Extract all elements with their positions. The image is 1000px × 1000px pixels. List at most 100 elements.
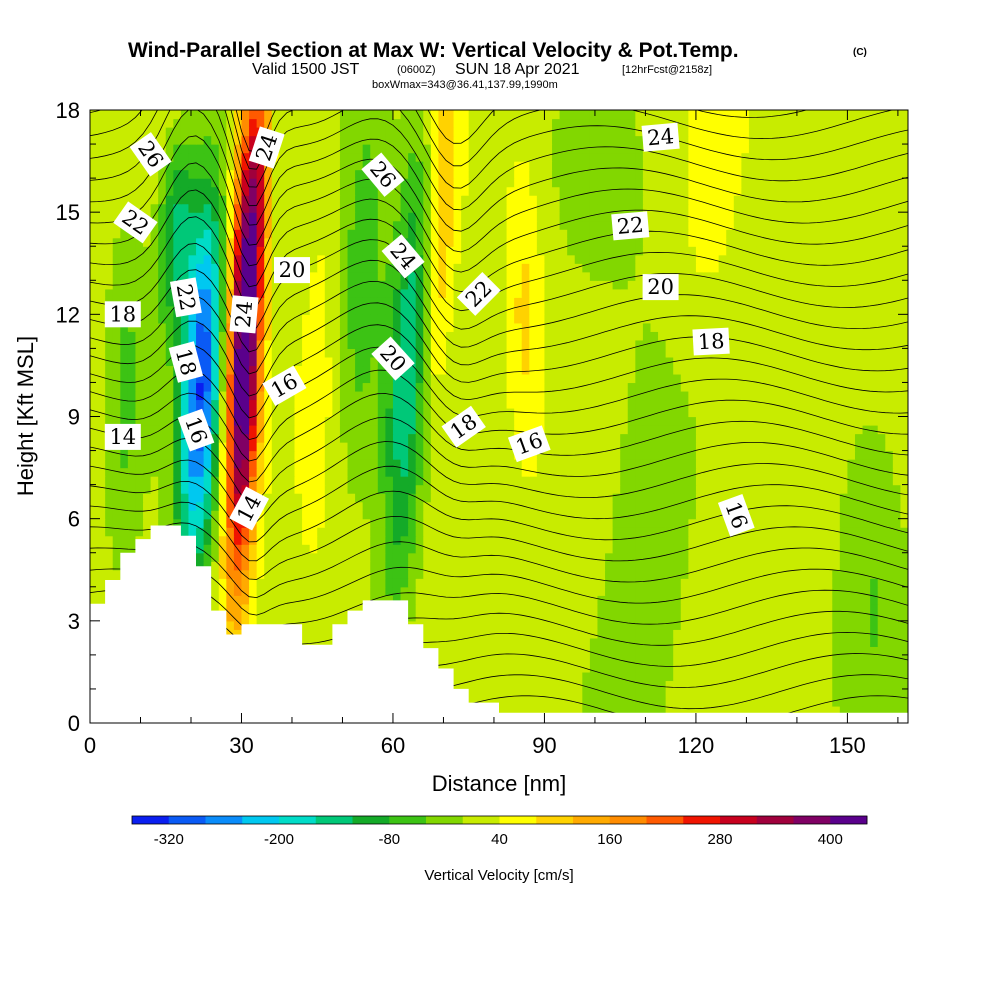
velocity-cell: [233, 382, 243, 392]
velocity-cell: [127, 527, 137, 537]
velocity-cell: [589, 646, 599, 656]
velocity-cell: [514, 348, 523, 358]
velocity-cell: [711, 476, 720, 486]
velocity-cell: [97, 365, 106, 375]
velocity-cell: [695, 433, 705, 443]
velocity-cell: [158, 433, 167, 443]
velocity-cell: [408, 552, 417, 562]
velocity-cell: [854, 535, 864, 545]
velocity-cell: [726, 356, 735, 367]
velocity-cell: [589, 382, 599, 392]
velocity-cell: [438, 535, 447, 545]
velocity-cell: [771, 348, 780, 358]
velocity-cell: [127, 399, 137, 409]
velocity-cell: [574, 646, 583, 656]
velocity-cell: [559, 680, 568, 690]
velocity-cell: [461, 484, 470, 494]
velocity-cell: [589, 637, 599, 647]
velocity-cell: [817, 612, 826, 622]
velocity-cell: [536, 467, 546, 477]
velocity-cell: [635, 569, 644, 579]
velocity-cell: [362, 535, 371, 545]
velocity-cell: [536, 416, 546, 426]
velocity-cell: [695, 535, 705, 545]
velocity-cell: [423, 544, 432, 554]
velocity-cell: [711, 603, 720, 613]
velocity-cell: [552, 612, 561, 622]
velocity-cell: [673, 425, 682, 435]
velocity-cell: [726, 407, 735, 418]
velocity-cell: [673, 331, 682, 341]
velocity-cell: [347, 518, 356, 528]
velocity-cell: [347, 459, 356, 469]
velocity-cell: [726, 561, 735, 571]
velocity-cell: [544, 399, 553, 409]
velocity-cell: [218, 348, 227, 358]
velocity-cell: [589, 535, 599, 545]
velocity-cell: [817, 416, 826, 426]
velocity-cell: [877, 356, 886, 367]
velocity-cell: [688, 348, 697, 358]
velocity-cell: [847, 450, 856, 460]
velocity-cell: [764, 382, 773, 392]
velocity-cell: [658, 629, 667, 639]
velocity-cell: [552, 663, 561, 673]
velocity-cell: [854, 688, 864, 699]
velocity-cell: [824, 339, 833, 349]
velocity-cell: [445, 535, 455, 545]
velocity-cell: [559, 586, 568, 596]
velocity-cell: [377, 425, 386, 435]
velocity-cell: [196, 373, 205, 384]
velocity-cell: [885, 450, 894, 460]
velocity-cell: [150, 467, 159, 477]
velocity-cell: [506, 671, 515, 682]
velocity-cell: [612, 586, 621, 596]
velocity-cell: [233, 390, 243, 401]
velocity-cell: [552, 552, 561, 562]
velocity-cell: [718, 407, 727, 418]
velocity-cell: [203, 518, 212, 528]
velocity-cell: [847, 680, 856, 690]
velocity-cell: [233, 518, 243, 528]
velocity-cell: [483, 680, 493, 690]
velocity-cell: [483, 365, 493, 375]
velocity-cell: [703, 450, 712, 460]
velocity-cell: [658, 331, 667, 341]
velocity-cell: [97, 595, 106, 605]
velocity-cell: [415, 569, 424, 579]
velocity-cell: [468, 663, 477, 673]
velocity-cell: [847, 425, 856, 435]
velocity-cell: [718, 612, 727, 622]
velocity-cell: [620, 680, 629, 690]
velocity-cell: [514, 544, 523, 554]
velocity-cell: [521, 348, 530, 358]
velocity-cell: [536, 373, 546, 384]
velocity-cell: [279, 569, 288, 579]
velocity-cell: [718, 680, 727, 690]
velocity-cell: [249, 561, 258, 571]
velocity-cell: [582, 603, 591, 613]
velocity-cell: [249, 450, 258, 460]
velocity-cell: [256, 510, 265, 520]
velocity-cell: [877, 527, 886, 537]
velocity-cell: [529, 544, 538, 554]
velocity-cell: [786, 646, 795, 656]
velocity-cell: [271, 433, 280, 443]
velocity-cell: [748, 561, 758, 571]
velocity-cell: [605, 433, 614, 443]
velocity-cell: [847, 399, 856, 409]
velocity-cell: [552, 501, 561, 511]
velocity-cell: [612, 544, 621, 554]
velocity-cell: [582, 561, 591, 571]
velocity-cell: [680, 697, 689, 707]
velocity-cell: [779, 399, 788, 409]
velocity-cell: [468, 373, 477, 384]
velocity-cell: [748, 603, 758, 613]
velocity-cell: [529, 620, 538, 630]
velocity-cell: [438, 603, 447, 613]
velocity-cell: [279, 527, 288, 537]
velocity-cell: [574, 680, 583, 690]
velocity-cell: [885, 373, 894, 384]
velocity-cell: [544, 578, 553, 588]
velocity-cell: [544, 569, 553, 579]
